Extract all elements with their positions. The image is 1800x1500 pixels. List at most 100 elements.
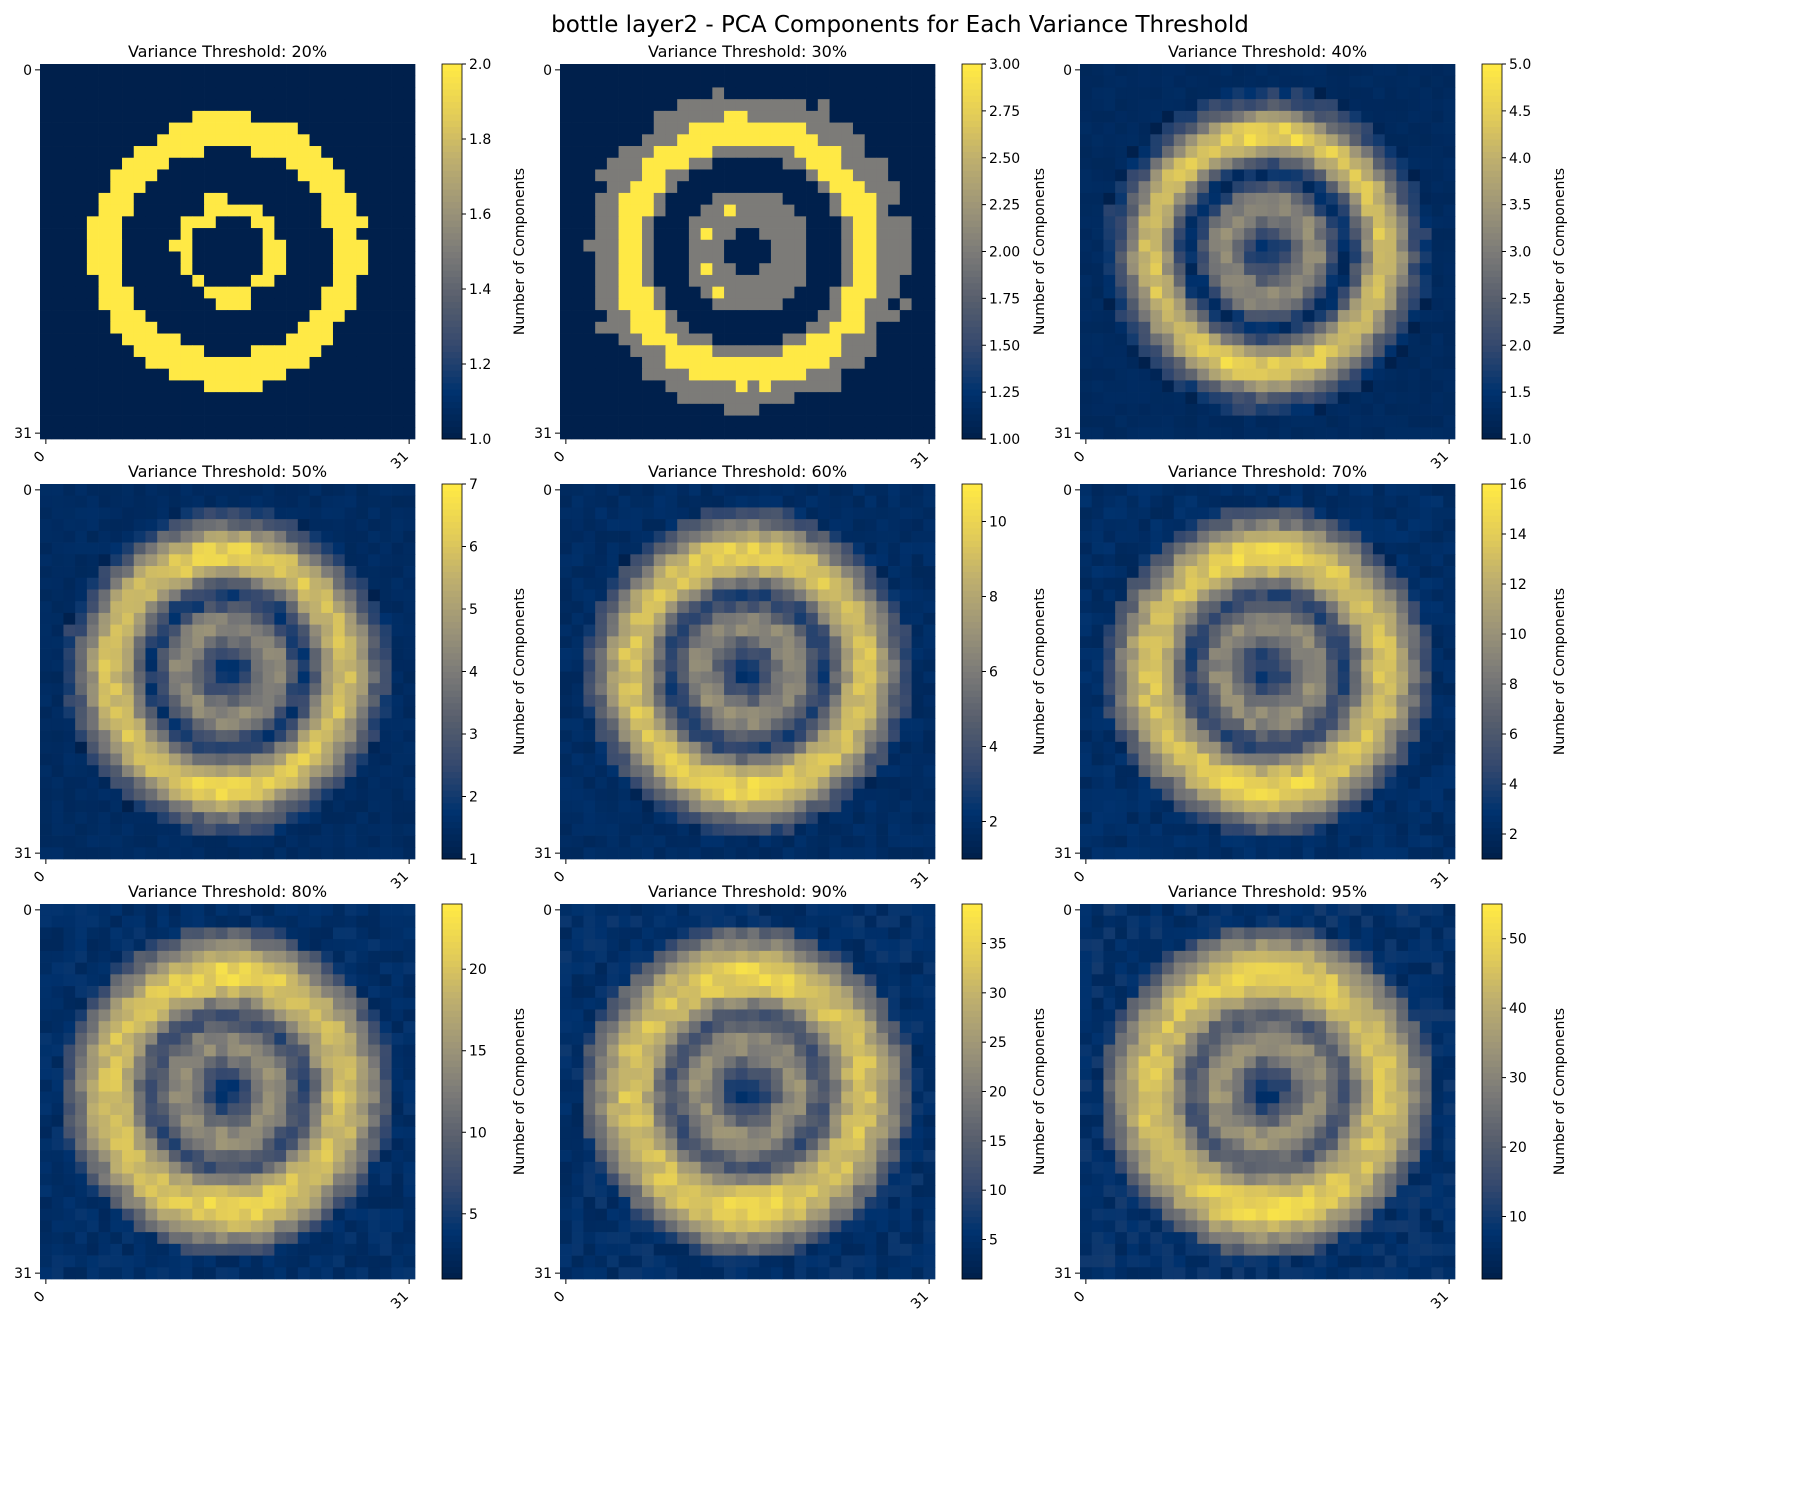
colorbar-segment <box>442 114 462 121</box>
heatmap-cell <box>157 274 170 288</box>
heatmap-cell <box>1197 356 1210 370</box>
heatmap-cell <box>192 577 205 590</box>
colorbar-segment <box>962 351 982 359</box>
heatmap-cell <box>356 122 369 135</box>
heatmap-cell <box>86 192 99 205</box>
heatmap-cell <box>63 228 76 241</box>
heatmap-cell <box>262 427 275 440</box>
heatmap-cell <box>1408 99 1421 112</box>
colorbar-segment <box>442 76 462 84</box>
heatmap-cell <box>782 530 795 543</box>
heatmap-cell <box>122 181 135 194</box>
heatmap-cell <box>309 99 322 112</box>
heatmap-cell <box>1372 392 1386 405</box>
heatmap-cell <box>344 542 357 555</box>
heatmap-cell <box>344 671 357 684</box>
heatmap-cell <box>677 239 690 252</box>
heatmap-cell <box>583 333 596 346</box>
heatmap-cell <box>888 392 901 405</box>
heatmap-cell <box>1396 99 1409 112</box>
heatmap-cell <box>1314 99 1327 112</box>
heatmap-cell <box>145 228 158 241</box>
heatmap-cell <box>571 484 584 497</box>
heatmap-cell <box>180 788 193 801</box>
heatmap-cell <box>297 812 310 825</box>
heatmap-cell <box>168 589 181 602</box>
heatmap-cell <box>595 612 608 625</box>
heatmap-cell <box>250 263 264 276</box>
heatmap-cell <box>876 659 889 672</box>
heatmap-cell <box>227 345 240 358</box>
heatmap-cell <box>1396 87 1409 100</box>
heatmap-cell <box>1162 356 1175 370</box>
heatmap-cell <box>794 577 807 590</box>
heatmap-cell <box>204 601 217 614</box>
heatmap-cell <box>168 392 181 405</box>
heatmap-cell <box>618 169 631 182</box>
heatmap-cell <box>653 286 666 299</box>
heatmap-cell <box>168 122 181 135</box>
heatmap-cell <box>1208 427 1221 440</box>
heatmap-cell <box>262 157 275 170</box>
heatmap-cell <box>368 415 381 428</box>
heatmap-cell <box>1314 146 1327 159</box>
heatmap-cell <box>1314 64 1327 77</box>
heatmap-cell <box>899 507 912 520</box>
heatmap-cell <box>1185 427 1198 440</box>
heatmap-cell <box>157 788 170 801</box>
heatmap-cell <box>86 659 99 672</box>
heatmap-cell <box>180 624 193 637</box>
heatmap-cell <box>606 589 619 602</box>
heatmap-cell <box>1443 263 1456 276</box>
heatmap-cell <box>571 589 584 602</box>
heatmap-cell <box>133 812 146 825</box>
heatmap-cell <box>133 683 146 696</box>
heatmap-cell <box>583 169 596 182</box>
heatmap-cell <box>168 730 181 743</box>
heatmap-cell <box>782 612 795 625</box>
heatmap-cell <box>133 671 146 684</box>
heatmap-cell <box>642 636 655 649</box>
heatmap-cell <box>204 788 217 801</box>
heatmap-cell <box>1267 239 1280 252</box>
heatmap-cell <box>239 321 252 334</box>
heatmap-cell <box>1267 228 1280 241</box>
heatmap-cell <box>1208 146 1221 159</box>
heatmap-cell <box>297 321 310 334</box>
heatmap-cell <box>403 495 416 508</box>
heatmap-cell <box>1314 356 1327 370</box>
heatmap-cell <box>63 753 76 766</box>
heatmap-cell <box>1314 110 1327 123</box>
heatmap-cell <box>274 356 287 370</box>
heatmap-cell <box>583 624 596 637</box>
heatmap-cell <box>250 765 264 778</box>
heatmap-cell <box>1326 251 1339 264</box>
heatmap-cell <box>297 99 310 112</box>
heatmap-cell <box>1431 403 1444 416</box>
heatmap-cell <box>1349 228 1362 241</box>
heatmap-cell <box>782 204 795 217</box>
heatmap-cell <box>618 134 631 147</box>
heatmap-cell <box>262 216 275 229</box>
heatmap-cell <box>321 495 334 508</box>
heatmap-cell <box>215 110 228 123</box>
heatmap-cell <box>168 812 181 825</box>
heatmap-cell <box>618 380 631 393</box>
heatmap-cell <box>759 333 772 346</box>
heatmap-cell <box>368 542 381 555</box>
heatmap-cell <box>145 134 158 147</box>
heatmap-cell <box>1314 263 1327 276</box>
heatmap-cell <box>332 648 346 661</box>
heatmap-cell <box>1361 99 1374 112</box>
heatmap-cell <box>1162 169 1175 182</box>
heatmap-cell <box>321 392 334 405</box>
heatmap-cell <box>1431 204 1444 217</box>
heatmap-cell <box>700 415 713 428</box>
heatmap-cell <box>1302 321 1315 334</box>
heatmap-cell <box>122 333 135 346</box>
heatmap-cell <box>297 157 310 170</box>
heatmap-cell <box>841 577 854 590</box>
heatmap-cell <box>391 530 404 543</box>
heatmap-cell <box>262 589 275 602</box>
heatmap-cell <box>40 577 53 590</box>
